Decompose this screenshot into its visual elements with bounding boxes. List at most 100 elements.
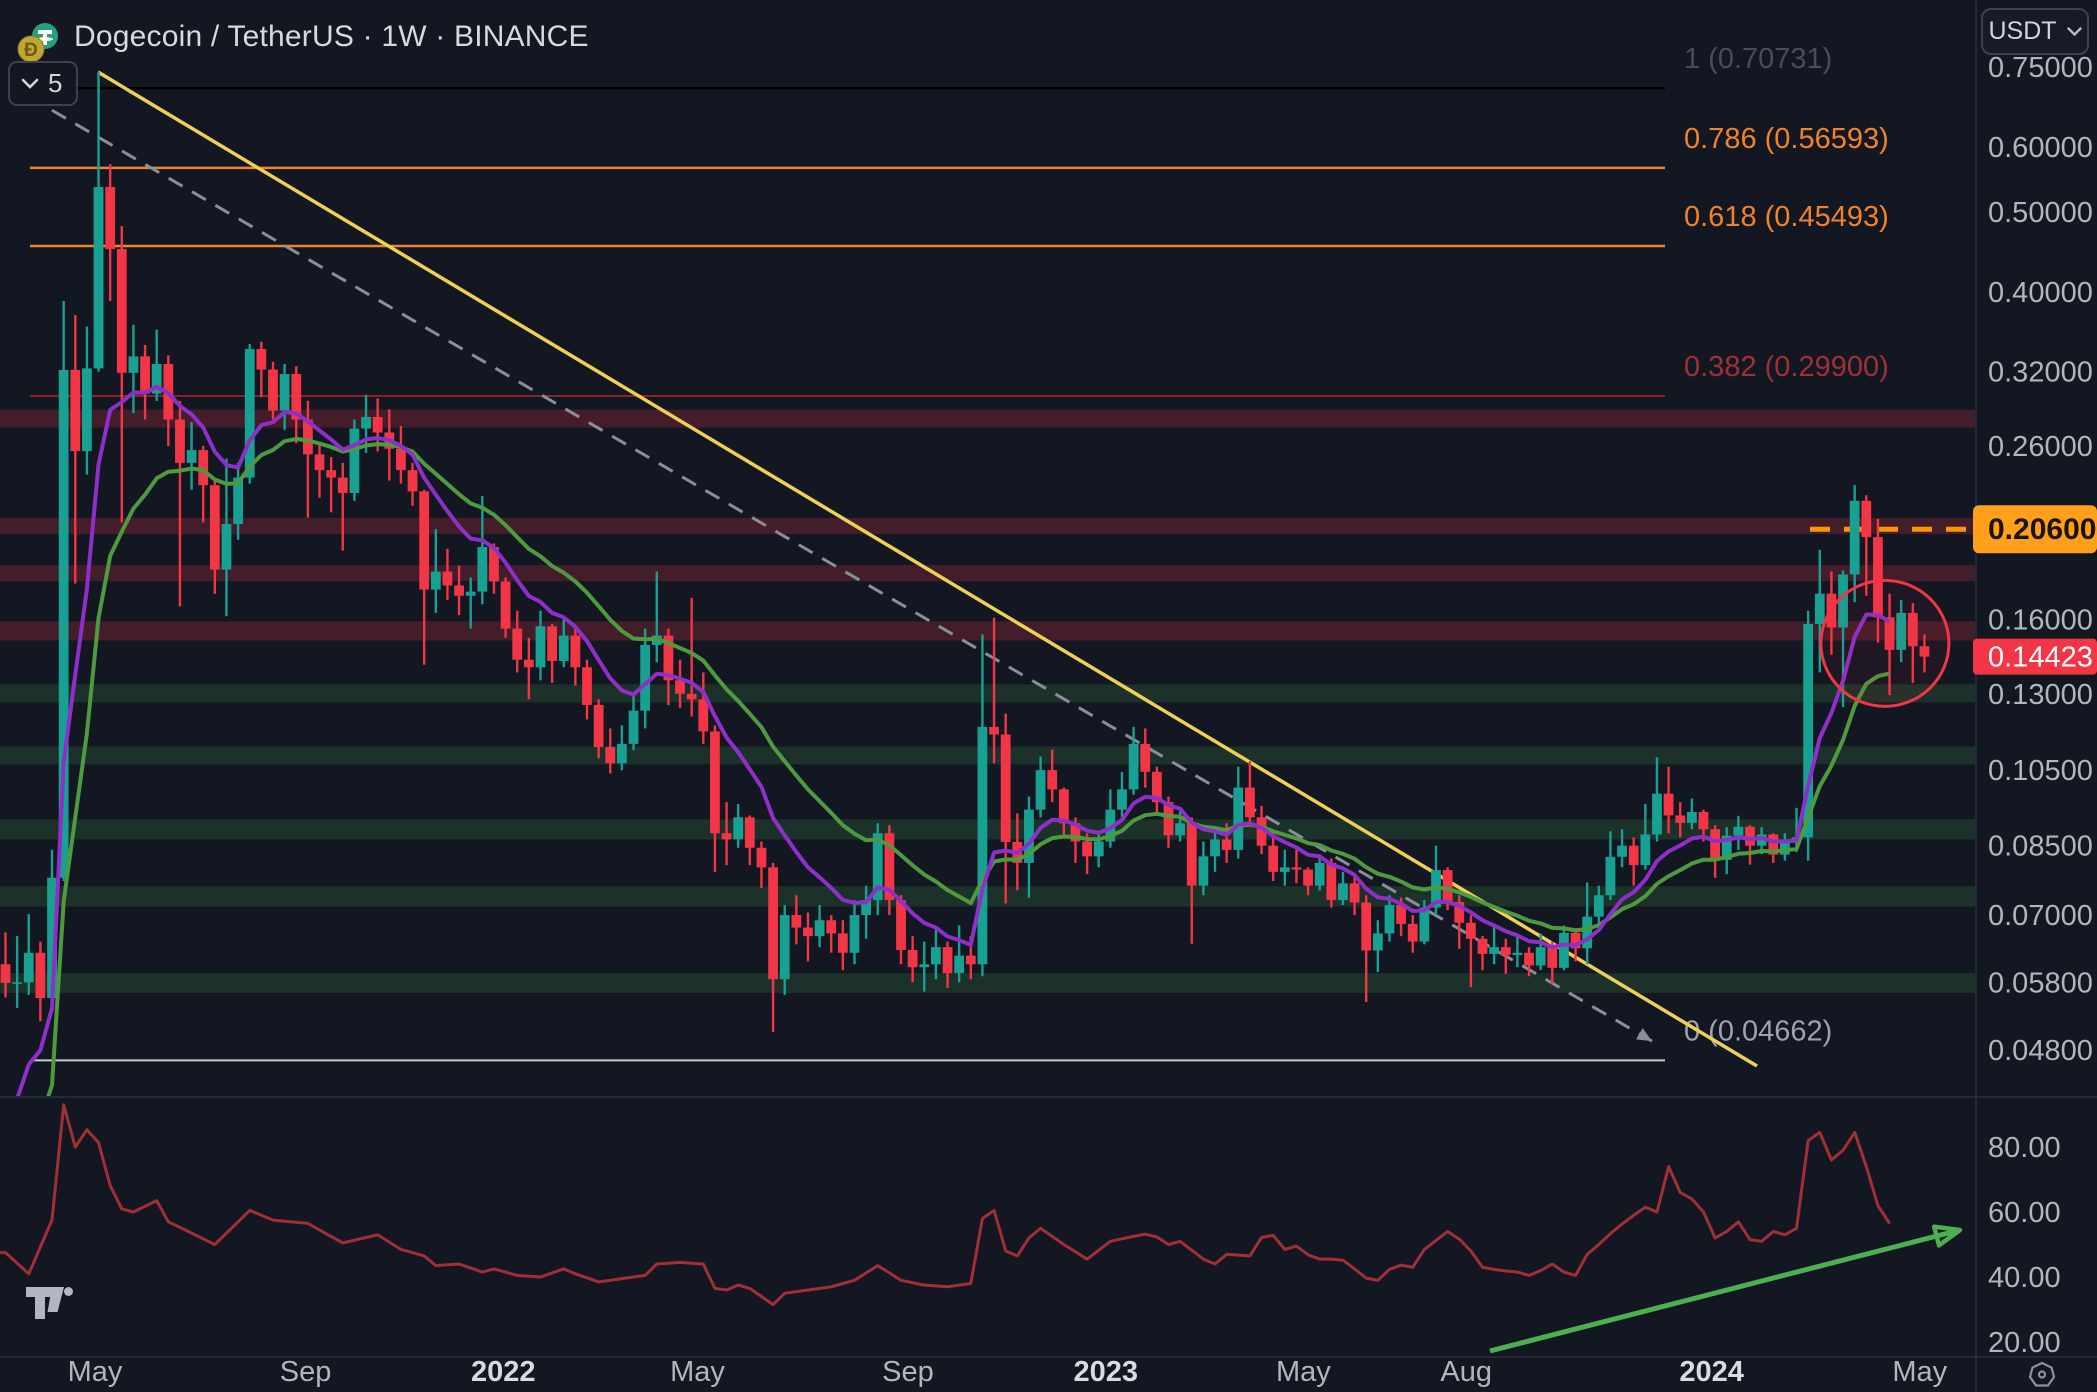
time-tick-label: May bbox=[1892, 1356, 1947, 1388]
candle-body bbox=[1163, 802, 1174, 836]
candle-body bbox=[570, 635, 581, 668]
candle-body bbox=[70, 369, 81, 452]
candle-body bbox=[1407, 923, 1418, 942]
candle-body bbox=[942, 947, 953, 974]
fib-label-0.786: 0.786 (0.56593) bbox=[1684, 123, 1889, 155]
zone-resistance-1 bbox=[0, 517, 1976, 535]
candle-body bbox=[1652, 793, 1662, 835]
candle-body bbox=[1442, 870, 1453, 903]
candle-body bbox=[931, 947, 941, 965]
candle-body bbox=[1768, 834, 1779, 855]
candle-body bbox=[756, 847, 767, 868]
candle-body bbox=[977, 726, 988, 965]
price-axis[interactable]: 0.75000 0.60000 0.50000 0.40000 0.32000 0.260… bbox=[1973, 52, 2097, 1359]
candle-body bbox=[128, 356, 139, 373]
indicator-tick-label: 80.00 bbox=[1988, 1132, 2061, 1164]
candle-body bbox=[826, 920, 837, 934]
time-tick-label: 2022 bbox=[471, 1356, 536, 1388]
candle-body bbox=[1814, 593, 1825, 625]
price-tick-label: 0.40000 bbox=[1988, 277, 2093, 309]
currency-selector-button[interactable]: USDT bbox=[1981, 8, 2089, 55]
candle-body bbox=[209, 485, 220, 570]
candle-body bbox=[1489, 947, 1500, 954]
candle-body bbox=[151, 364, 162, 394]
price-pane[interactable]: 1 (0.70731) 0.786 (0.56593) 0.618 (0.45493… bbox=[0, 43, 1976, 1197]
candle-body bbox=[1372, 933, 1383, 951]
zone-resistance-2 bbox=[0, 565, 1976, 582]
candle-body bbox=[35, 952, 46, 999]
candle-body bbox=[47, 877, 57, 999]
candle-body bbox=[1570, 932, 1581, 949]
candle-body bbox=[1861, 500, 1872, 538]
candle-body bbox=[256, 349, 267, 370]
candle-body bbox=[1000, 734, 1011, 842]
candle-body bbox=[442, 571, 453, 586]
indicators-collapse-button[interactable]: 5 bbox=[8, 61, 79, 106]
candle-body bbox=[616, 743, 627, 764]
candle-body bbox=[1896, 612, 1907, 650]
candle-body bbox=[1733, 826, 1744, 836]
candle-body bbox=[640, 645, 651, 711]
candle-body bbox=[1047, 770, 1058, 790]
symbol-legend[interactable]: Ð Dogecoin / TetherUS · 1W · BINANCE bbox=[12, 12, 589, 63]
candle-body bbox=[302, 419, 313, 455]
trendline-gray-dashed-downtrend bbox=[51, 108, 1653, 1043]
arrow-head bbox=[1931, 1224, 1963, 1248]
price-tick-label: 0.75000 bbox=[1988, 52, 2093, 84]
candle-body bbox=[1291, 867, 1302, 870]
candle-body bbox=[512, 628, 523, 660]
candle-body bbox=[861, 900, 872, 916]
indicator-tick-label: 60.00 bbox=[1988, 1197, 2061, 1229]
candle-body bbox=[1326, 862, 1337, 901]
candle-body bbox=[1617, 845, 1627, 857]
candle-body bbox=[291, 373, 302, 420]
candle-body bbox=[1907, 612, 1918, 647]
candle-body bbox=[675, 680, 685, 694]
candle-body bbox=[1396, 905, 1406, 924]
candle-body bbox=[1279, 867, 1290, 872]
candle-body bbox=[1314, 862, 1325, 886]
candle-body bbox=[884, 833, 895, 901]
candle-body bbox=[349, 428, 360, 493]
candle-body bbox=[198, 450, 209, 486]
candle-body bbox=[582, 667, 592, 705]
candle-body bbox=[337, 477, 348, 493]
pane-settings-icon[interactable] bbox=[2026, 1360, 2058, 1392]
price-tick-label: 0.08500 bbox=[1988, 831, 2093, 863]
candle-body bbox=[1686, 811, 1697, 823]
candle-body bbox=[186, 450, 197, 463]
ellipse-annotation bbox=[1819, 578, 1951, 708]
candle-body bbox=[1117, 789, 1127, 810]
candle-body bbox=[12, 982, 23, 984]
current-price-badge bbox=[1973, 638, 2097, 675]
time-tick-label: 2023 bbox=[1073, 1356, 1138, 1388]
candle-body bbox=[407, 470, 418, 492]
price-tick-label: 0.10500 bbox=[1988, 755, 2093, 787]
candle-body bbox=[547, 626, 558, 661]
candle-body bbox=[779, 915, 790, 980]
candle-body bbox=[105, 187, 116, 250]
indicator-pane[interactable] bbox=[0, 1103, 1963, 1354]
rsi-line bbox=[0, 1103, 1891, 1307]
candle-body bbox=[1093, 841, 1104, 857]
chevron-down-icon bbox=[21, 78, 39, 89]
candle-body bbox=[279, 373, 290, 411]
candle-body bbox=[1547, 947, 1558, 968]
candle-body bbox=[1082, 841, 1092, 857]
candle-body bbox=[593, 704, 604, 748]
candle-body bbox=[1419, 907, 1430, 942]
dogecoin-icon: Ð bbox=[17, 35, 45, 63]
candle-body bbox=[82, 368, 92, 452]
price-tick-label: 0.07000 bbox=[1988, 900, 2093, 932]
candle-body bbox=[733, 817, 744, 840]
candle-body bbox=[1024, 809, 1034, 863]
candle-body bbox=[1628, 845, 1639, 866]
price-tick-label: 0.05800 bbox=[1988, 967, 2093, 999]
candle-body bbox=[791, 915, 802, 928]
candle-body bbox=[1198, 856, 1209, 886]
candle-body bbox=[721, 833, 732, 840]
candle-body bbox=[1721, 835, 1732, 860]
time-axis[interactable]: May Sep 2022 May Sep 2023 May Aug 2024 May bbox=[68, 1356, 1948, 1388]
